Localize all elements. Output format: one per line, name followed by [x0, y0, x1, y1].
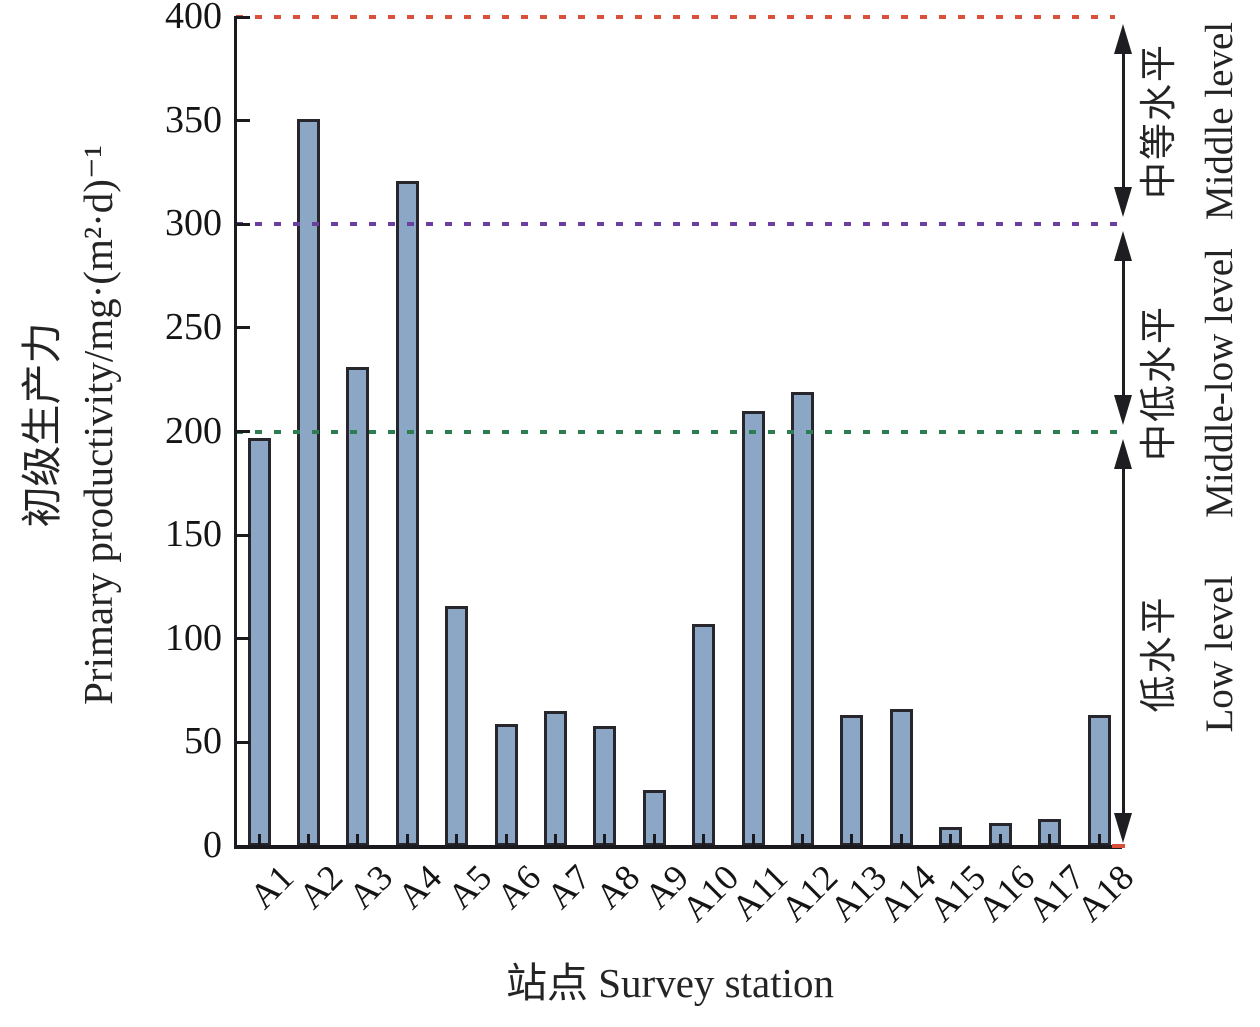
- y-tick-label: 100: [165, 616, 222, 659]
- x-tick-mark: [801, 834, 804, 846]
- x-axis-title: 站点 Survey station: [506, 960, 834, 1006]
- bar: [494, 723, 518, 846]
- arrow-down-head: [1114, 813, 1132, 843]
- bar: [247, 437, 271, 846]
- x-tick-mark: [702, 834, 706, 846]
- x-tick-label: A18: [1069, 857, 1142, 930]
- y-axis-title-en: Primary productivity/mg·(m²·d)⁻¹: [75, 145, 121, 705]
- reference-line-300: [236, 222, 1120, 227]
- y-tick-label: 0: [203, 824, 222, 866]
- x-tick-mark: [356, 834, 360, 846]
- bar: [593, 725, 617, 846]
- y-tick-label: 350: [165, 98, 222, 141]
- arrow-up-head: [1114, 438, 1132, 469]
- y-axis-spine: [234, 16, 237, 849]
- y-tick-label: 400: [165, 0, 222, 37]
- y-tick-mark: [237, 222, 250, 226]
- y-tick-mark: [237, 430, 250, 433]
- y-tick-label: 300: [165, 202, 222, 245]
- x-tick-mark: [652, 834, 656, 846]
- y-tick-mark: [237, 740, 250, 744]
- bar: [1087, 715, 1111, 846]
- x-tick-mark: [306, 834, 310, 846]
- y-tick-label: 150: [165, 513, 222, 556]
- x-tick-mark: [751, 834, 755, 846]
- x-tick-mark: [257, 834, 261, 846]
- bar: [346, 367, 370, 846]
- level-label-en: Low level: [1198, 575, 1241, 733]
- y-tick-mark: [237, 119, 250, 123]
- bar: [395, 180, 419, 846]
- reference-line-400: [236, 15, 1115, 19]
- x-tick-mark: [554, 834, 557, 846]
- x-tick-mark: [603, 834, 607, 846]
- y-tick-label: 200: [165, 409, 222, 452]
- y-tick-mark: [237, 326, 250, 330]
- x-tick-mark: [998, 834, 1002, 846]
- x-tick-mark: [1048, 834, 1052, 846]
- level-range-arrow: [1121, 257, 1125, 399]
- bar: [692, 624, 716, 846]
- baseline-red-dash: [1112, 844, 1125, 848]
- bar: [544, 711, 567, 846]
- bar: [840, 715, 864, 846]
- level-range-arrow: [1121, 464, 1125, 817]
- bar: [741, 410, 765, 846]
- x-tick-mark: [405, 834, 409, 846]
- y-tick-label: 50: [184, 720, 222, 763]
- y-axis-title-zh: 初级生产力: [19, 322, 65, 528]
- x-tick-mark: [455, 834, 459, 846]
- x-tick-mark: [899, 834, 903, 846]
- bar: [445, 605, 469, 846]
- bar: [296, 118, 320, 846]
- x-tick-mark: [850, 834, 854, 846]
- bar: [889, 709, 913, 846]
- arrow-down-head: [1114, 187, 1132, 218]
- arrow-down-head: [1114, 394, 1132, 425]
- reference-line-200: [236, 429, 1120, 434]
- x-tick-mark: [504, 834, 508, 846]
- y-tick-label: 250: [165, 305, 222, 348]
- x-tick-mark: [949, 834, 953, 846]
- bar: [791, 392, 814, 846]
- arrow-up-head: [1114, 24, 1132, 54]
- level-range-arrow: [1121, 50, 1125, 192]
- arrow-up-head: [1114, 231, 1132, 262]
- x-tick-mark: [1097, 834, 1101, 846]
- x-axis-spine: [234, 845, 1122, 849]
- level-label-zh: 低水平: [1139, 595, 1180, 713]
- y-tick-mark: [237, 637, 250, 641]
- y-tick-mark: [237, 533, 250, 537]
- y-tick-mark: [237, 15, 250, 19]
